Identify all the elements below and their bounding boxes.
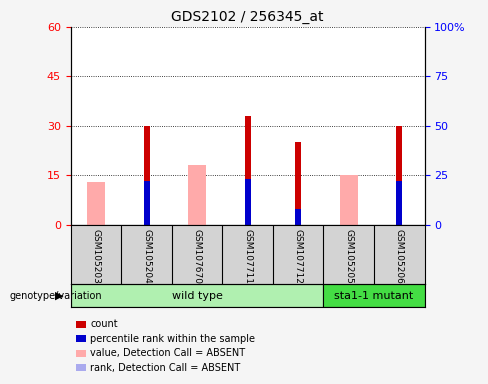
Bar bbox=[244, 116, 251, 225]
Bar bbox=[143, 126, 150, 225]
Bar bbox=[340, 202, 358, 225]
Bar bbox=[143, 181, 150, 225]
Text: percentile rank within the sample: percentile rank within the sample bbox=[90, 334, 255, 344]
Bar bbox=[295, 142, 301, 225]
Bar bbox=[71, 284, 324, 307]
Text: GSM107712: GSM107712 bbox=[294, 229, 303, 284]
Bar bbox=[188, 198, 206, 225]
Bar bbox=[244, 179, 251, 225]
Bar bbox=[340, 175, 358, 225]
Text: GSM105204: GSM105204 bbox=[142, 229, 151, 284]
Text: rank, Detection Call = ABSENT: rank, Detection Call = ABSENT bbox=[90, 363, 241, 373]
Text: GSM105205: GSM105205 bbox=[344, 229, 353, 284]
Bar bbox=[324, 284, 425, 307]
Text: genotype/variation: genotype/variation bbox=[10, 291, 102, 301]
Bar bbox=[396, 126, 402, 225]
Text: wild type: wild type bbox=[172, 291, 223, 301]
Text: GSM105203: GSM105203 bbox=[92, 229, 101, 284]
Bar bbox=[188, 166, 206, 225]
Text: GSM107711: GSM107711 bbox=[243, 229, 252, 285]
Bar bbox=[87, 208, 105, 225]
Text: GSM105206: GSM105206 bbox=[395, 229, 404, 284]
Bar bbox=[87, 182, 105, 225]
Title: GDS2102 / 256345_at: GDS2102 / 256345_at bbox=[171, 10, 324, 25]
Text: sta1-1 mutant: sta1-1 mutant bbox=[334, 291, 414, 301]
Text: GSM107670: GSM107670 bbox=[193, 229, 202, 285]
Text: ▶: ▶ bbox=[55, 291, 63, 301]
Bar bbox=[396, 181, 402, 225]
Text: value, Detection Call = ABSENT: value, Detection Call = ABSENT bbox=[90, 348, 245, 358]
Bar bbox=[295, 209, 301, 225]
Text: count: count bbox=[90, 319, 118, 329]
